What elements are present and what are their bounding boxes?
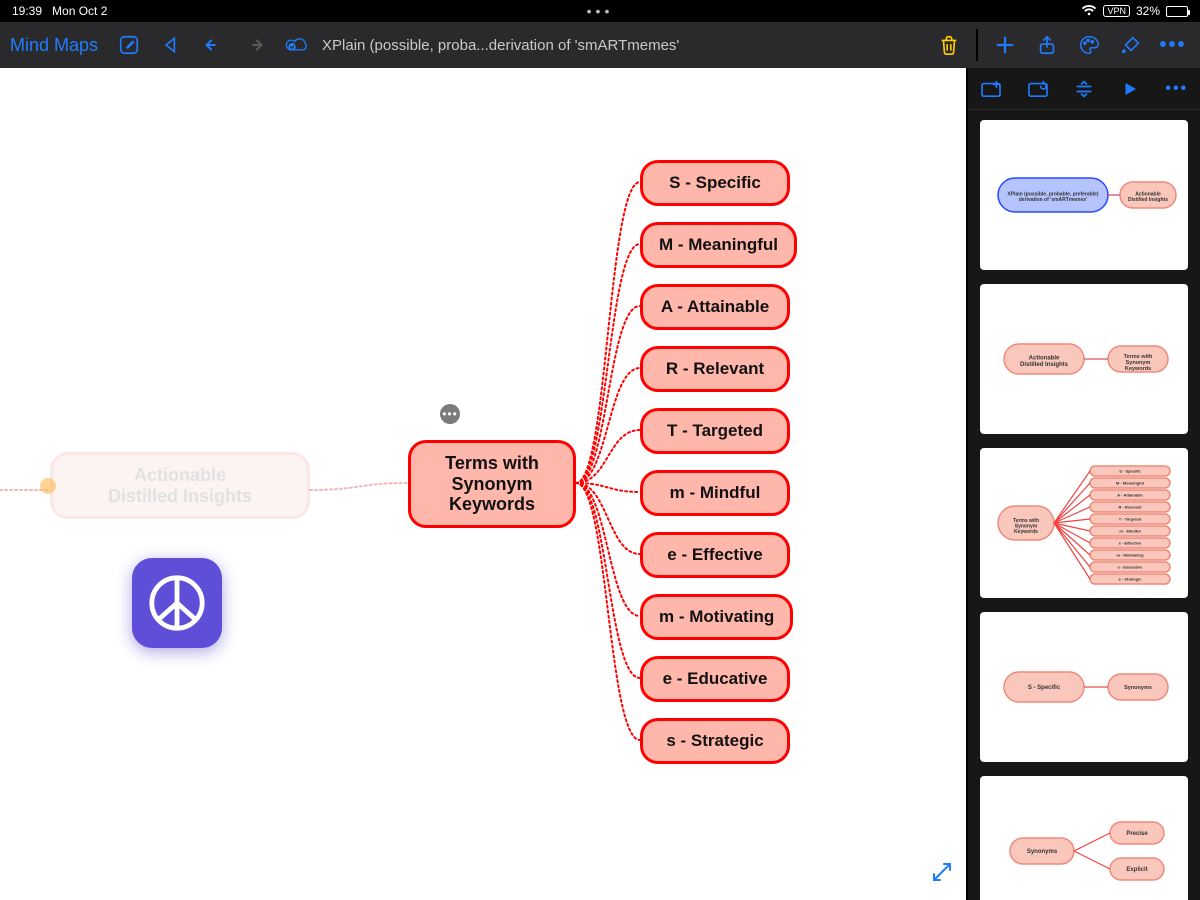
svg-text:e - Educative: e - Educative [1118,564,1143,569]
mindmap-node-child[interactable]: R - Relevant [640,346,790,392]
mindmap-node-child[interactable]: m - Motivating [640,594,793,640]
svg-text:S - Specific: S - Specific [1119,468,1141,473]
svg-text:Keywords: Keywords [1014,529,1038,535]
add-slide-icon[interactable] [976,74,1006,104]
trash-icon[interactable] [932,28,966,62]
mindmap-node-child[interactable]: m - Mindful [640,470,790,516]
document-title[interactable]: XPlain (possible, proba...derivation of … [322,37,679,54]
svg-text:M - Meaningful: M - Meaningful [1116,480,1144,485]
mindmap-node-child[interactable]: T - Targeted [640,408,790,454]
svg-text:m - Motivating: m - Motivating [1116,552,1144,557]
more-icon[interactable]: ••• [1156,28,1190,62]
svg-text:s - Strategic: s - Strategic [1119,576,1143,581]
mindmap-node-hub[interactable]: Terms withSynonymKeywords [408,440,576,528]
svg-text:m - Mindful: m - Mindful [1119,528,1140,533]
undo-icon[interactable] [196,28,230,62]
back-button[interactable]: Mind Maps [10,35,98,56]
svg-text:Actionable: Actionable [1029,355,1060,361]
mindmap-canvas[interactable]: ActionableDistilled Insights Terms withSy… [0,68,966,900]
prev-icon[interactable] [154,28,188,62]
palette-icon[interactable] [1072,28,1106,62]
app-tile-peace-icon[interactable] [132,558,222,648]
mindmap-node-child[interactable]: e - Educative [640,656,790,702]
svg-text:A - Attainable: A - Attainable [1117,492,1143,497]
battery-icon [1166,6,1188,17]
battery-pct: 32% [1136,4,1160,18]
share-icon[interactable] [1030,28,1064,62]
fold-indicator[interactable] [40,478,56,494]
compose-icon[interactable] [112,28,146,62]
refresh-slide-icon[interactable] [1023,74,1053,104]
slide-thumbnail[interactable]: S - Specific Synonyms [980,612,1188,762]
play-icon[interactable] [1115,74,1145,104]
status-time: 19:39 [12,4,42,18]
slide-thumbnail[interactable]: XPlain (possible, probable, preferable)d… [980,120,1188,270]
node-more-icon[interactable]: ••• [440,404,460,424]
cloud-sync-icon[interactable] [280,28,314,62]
multitask-dots[interactable]: ••• [587,3,614,19]
svg-text:T - Targeted: T - Targeted [1119,516,1142,521]
redo-icon [238,28,272,62]
mindmap-node-child[interactable]: e - Effective [640,532,790,578]
outline-sidebar: ••• XPlain (possible, probable, preferab… [966,68,1200,900]
svg-text:derivation of 'smARTmemes': derivation of 'smARTmemes' [1019,197,1088,203]
vpn-badge: VPN [1103,5,1130,17]
sidebar-more-icon[interactable]: ••• [1162,74,1192,104]
svg-text:Keywords: Keywords [1125,366,1151,372]
app-toolbar: Mind Maps XPlain (possible, proba...deri… [0,22,1200,68]
svg-text:Synonyms: Synonyms [1027,849,1058,855]
svg-text:e - Effective: e - Effective [1119,540,1142,545]
svg-text:Distilled Insights: Distilled Insights [1020,362,1069,368]
status-date: Mon Oct 2 [52,4,107,18]
ipad-status-bar: 19:39 Mon Oct 2 ••• VPN 32% [0,0,1200,22]
svg-text:Distilled Insights: Distilled Insights [1128,197,1168,203]
mindmap-node-hub[interactable]: ActionableDistilled Insights [50,452,310,519]
mindmap-node-child[interactable]: S - Specific [640,160,790,206]
svg-text:Synonyms: Synonyms [1124,685,1152,691]
slide-thumbnail[interactable]: Terms withSynonymKeywordsS - SpecificM -… [980,448,1188,598]
wifi-icon [1081,4,1097,19]
reorder-icon[interactable] [1069,74,1099,104]
slide-thumbnail-list[interactable]: XPlain (possible, probable, preferable)d… [968,110,1200,900]
brush-icon[interactable] [1114,28,1148,62]
add-icon[interactable] [988,28,1022,62]
resize-corner-icon[interactable] [930,860,954,890]
mindmap-node-child[interactable]: A - Attainable [640,284,790,330]
mindmap-node-child[interactable]: M - Meaningful [640,222,797,268]
slide-thumbnail[interactable]: ActionableDistilled InsightsTerms withSy… [980,284,1188,434]
svg-text:Explicit: Explicit [1126,867,1147,873]
toolbar-divider [976,29,978,61]
sidebar-toolbar: ••• [968,68,1200,110]
svg-text:S - Specific: S - Specific [1028,685,1061,691]
mindmap-node-child[interactable]: s - Strategic [640,718,790,764]
slide-thumbnail[interactable]: Synonyms Precise Explicit [980,776,1188,900]
svg-text:R - Relevant: R - Relevant [1118,504,1142,509]
svg-text:Precise: Precise [1126,831,1148,837]
